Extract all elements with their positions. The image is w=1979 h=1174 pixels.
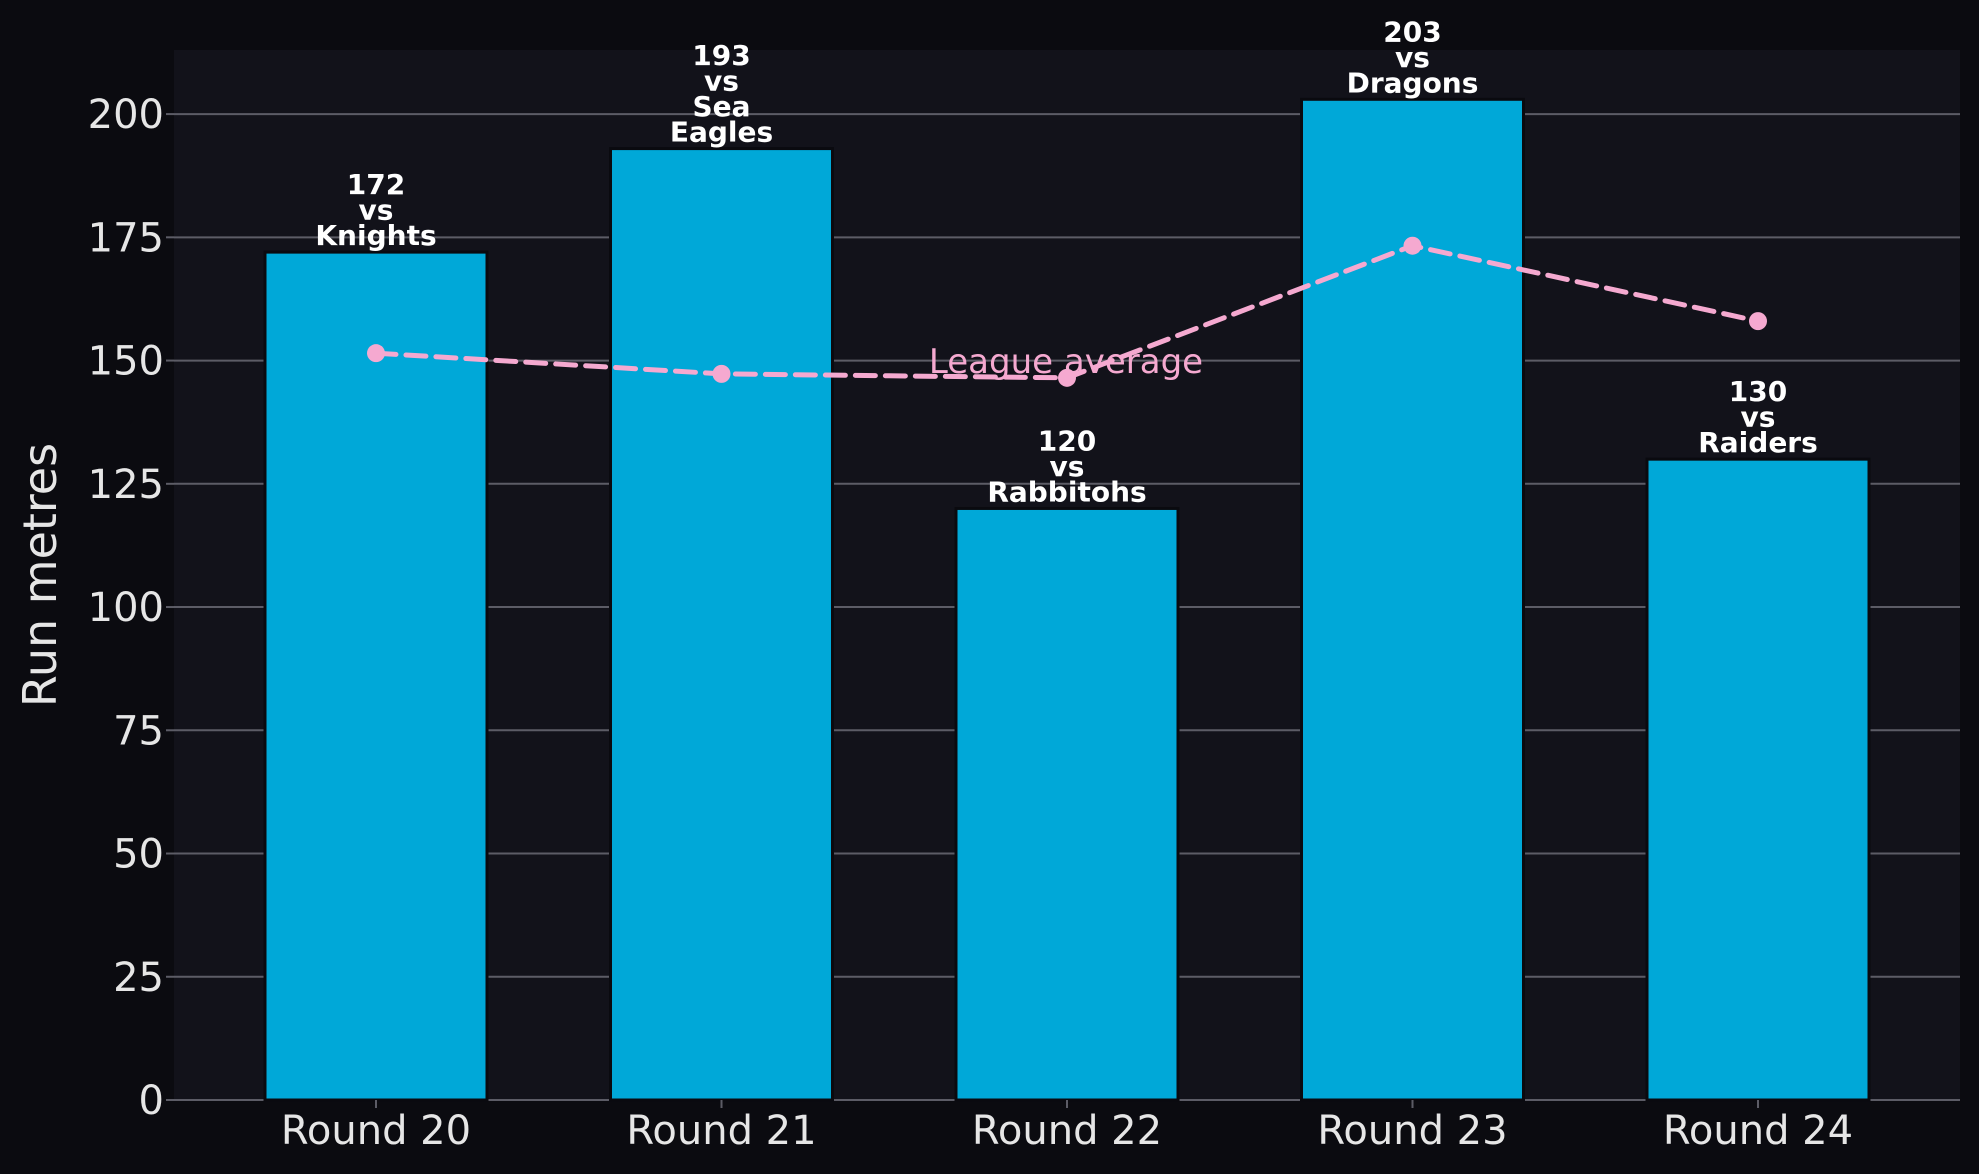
bar-data-label: Raiders bbox=[1698, 426, 1818, 459]
y-axis-title: Run metres bbox=[13, 443, 67, 707]
x-tick-label: Round 22 bbox=[972, 1108, 1162, 1154]
bar-data-label: vs bbox=[1395, 41, 1430, 74]
bar-data-label: Rabbitohs bbox=[987, 475, 1146, 508]
x-axis-ticks: Round 20 Round 21 Round 22 Round 23 Round 24 bbox=[281, 1100, 1853, 1154]
league-average-point bbox=[1749, 312, 1767, 331]
x-tick-label: Round 20 bbox=[281, 1108, 471, 1154]
bar-data-label: 203 bbox=[1383, 15, 1441, 48]
league-average-point bbox=[1403, 236, 1422, 255]
bar-data-label: Dragons bbox=[1347, 66, 1479, 99]
y-tick-label: 75 bbox=[113, 708, 164, 754]
league-average-point bbox=[367, 344, 385, 363]
y-tick-label: 200 bbox=[88, 92, 164, 138]
y-tick-label: 50 bbox=[113, 832, 164, 878]
bar-data-label: Sea bbox=[692, 90, 750, 123]
x-tick-label: Round 24 bbox=[1663, 1108, 1853, 1154]
bar-data-label: vs bbox=[359, 194, 394, 227]
bar-data-label: 193 bbox=[692, 39, 750, 72]
bar-labels: 172vsKnights193vsSeaEagles120vsRabbitohs… bbox=[315, 15, 1817, 508]
y-tick-label: 25 bbox=[113, 955, 164, 1001]
bar-data-label: 120 bbox=[1038, 424, 1096, 457]
bar bbox=[1645, 457, 1871, 1102]
bar bbox=[263, 250, 489, 1102]
bar-data-label: vs bbox=[1741, 401, 1776, 434]
y-axis-ticks: 0 25 50 75 100 125 150 175 200 bbox=[88, 92, 174, 1124]
x-tick-label: Round 23 bbox=[1317, 1108, 1507, 1154]
bar bbox=[609, 147, 834, 1102]
bar-data-label: Eagles bbox=[670, 116, 773, 149]
y-tick-label: 100 bbox=[88, 585, 164, 631]
y-tick-label: 175 bbox=[88, 215, 164, 261]
bar-data-label: Knights bbox=[315, 219, 436, 252]
bars bbox=[263, 97, 1871, 1102]
y-tick-label: 0 bbox=[139, 1078, 164, 1124]
league-average-point bbox=[1058, 368, 1076, 387]
league-average-point bbox=[712, 364, 731, 383]
league-average-label: League average bbox=[929, 342, 1203, 382]
bar-data-label: 130 bbox=[1729, 375, 1787, 408]
league-average-series bbox=[367, 236, 1767, 387]
x-tick-label: Round 21 bbox=[626, 1108, 816, 1154]
y-tick-label: 125 bbox=[88, 462, 164, 508]
bar-data-label: 172 bbox=[347, 168, 405, 201]
bar-data-label: vs bbox=[1050, 450, 1085, 483]
bar bbox=[1300, 97, 1525, 1102]
bar bbox=[954, 506, 1180, 1102]
bar-data-label: vs bbox=[704, 65, 739, 98]
y-tick-label: 150 bbox=[88, 339, 164, 385]
